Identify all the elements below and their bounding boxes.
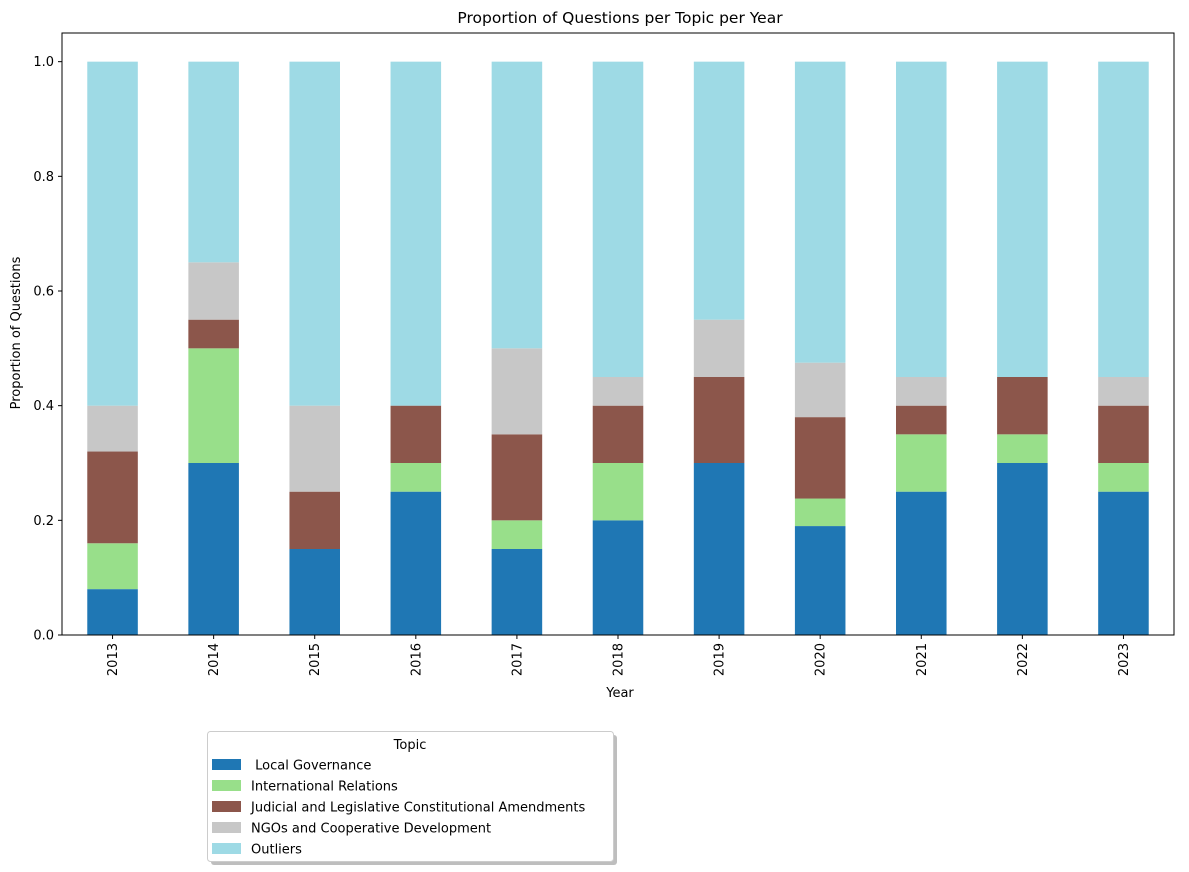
bar-2019-series-2 xyxy=(693,377,745,463)
bar-2022-series-4 xyxy=(997,61,1048,378)
bar-2013-series-4 xyxy=(87,61,138,406)
x-tick-label: 2023 xyxy=(1117,643,1132,676)
bar-2019-series-4 xyxy=(693,61,745,320)
legend-label: International Relations xyxy=(251,780,398,795)
bar-2020-series-3 xyxy=(794,362,846,418)
bar-2018-series-1 xyxy=(592,463,644,521)
bar-2020-series-1 xyxy=(794,498,846,527)
bar-2021-series-1 xyxy=(896,434,947,492)
y-tick-label: 0.8 xyxy=(33,170,54,185)
x-tick-label: 2021 xyxy=(915,643,930,676)
bars-layer xyxy=(87,61,1149,635)
bar-2018-series-0 xyxy=(592,520,644,635)
bar-2022-series-1 xyxy=(997,434,1048,463)
legend-items: Local Governance International Relations J… xyxy=(212,759,586,858)
bar-2017-series-3 xyxy=(491,348,543,435)
legend-label: Local Governance xyxy=(251,759,371,774)
x-tick-label: 2014 xyxy=(207,643,222,676)
axes-layer: 0.0 0.2 0.4 0.6 0.8 1.0 2013 2014 2015 2016 2017 20… xyxy=(33,32,1175,676)
legend: Topic Local Governance International Rela… xyxy=(207,731,617,865)
y-tick-label: 0.2 xyxy=(33,514,54,529)
legend-swatch xyxy=(212,822,241,833)
chart-title: Proportion of Questions per Topic per Ye… xyxy=(457,9,783,27)
bar-2017-series-1 xyxy=(491,520,543,549)
x-tick-label: 2018 xyxy=(612,643,627,676)
bar-2014-series-0 xyxy=(188,463,239,635)
bar-2016-series-4 xyxy=(390,61,442,406)
bar-2023-series-2 xyxy=(1098,405,1149,463)
bar-2023-series-0 xyxy=(1098,491,1149,635)
bar-2022-series-0 xyxy=(997,463,1048,635)
legend-label: Outliers xyxy=(251,843,302,858)
bar-2013-series-1 xyxy=(87,543,138,590)
bar-2017-series-4 xyxy=(491,61,543,349)
legend-label: NGOs and Cooperative Development xyxy=(251,822,491,837)
bar-2013-series-2 xyxy=(87,451,138,544)
legend-swatch xyxy=(212,801,241,812)
legend-swatch xyxy=(212,780,241,791)
bar-2020-series-0 xyxy=(794,526,846,635)
y-axis-title: Proportion of Questions xyxy=(9,256,24,409)
bar-2019-series-0 xyxy=(693,463,745,635)
x-tick-label: 2022 xyxy=(1016,643,1031,676)
y-tick-label: 0.6 xyxy=(33,285,54,300)
legend-frame xyxy=(207,731,614,862)
legend-title: Topic xyxy=(393,738,427,753)
bar-2018-series-4 xyxy=(592,61,644,378)
bar-2022-series-2 xyxy=(997,377,1048,435)
bar-2021-series-2 xyxy=(896,405,947,435)
legend-label: Judicial and Legislative Constitutional … xyxy=(250,801,586,816)
bar-2015-series-4 xyxy=(289,61,340,406)
bar-2016-series-1 xyxy=(390,463,442,492)
bar-2016-series-0 xyxy=(390,491,442,635)
x-tick-label: 2015 xyxy=(308,643,323,676)
bar-2023-series-4 xyxy=(1098,61,1149,378)
bar-2014-series-4 xyxy=(188,61,239,263)
bar-2014-series-2 xyxy=(188,319,239,349)
bar-2019-series-3 xyxy=(693,319,745,377)
y-tick-label: 0.0 xyxy=(33,629,54,644)
legend-swatch xyxy=(212,759,241,770)
bar-2020-series-4 xyxy=(794,61,846,363)
bar-2013-series-0 xyxy=(87,589,138,635)
bar-2021-series-3 xyxy=(896,377,947,406)
bar-2018-series-2 xyxy=(592,405,644,463)
bar-2014-series-3 xyxy=(188,262,239,320)
x-axis-title: Year xyxy=(605,686,634,701)
legend-swatch xyxy=(212,843,241,854)
x-tick-label: 2016 xyxy=(409,643,424,676)
bar-2013-series-3 xyxy=(87,405,138,452)
bar-2016-series-2 xyxy=(390,405,442,463)
bar-2015-series-3 xyxy=(289,405,340,492)
bar-2023-series-3 xyxy=(1098,377,1149,406)
bar-2015-series-2 xyxy=(289,491,340,549)
bar-2014-series-1 xyxy=(188,348,239,463)
bar-2021-series-4 xyxy=(896,61,947,378)
bar-2017-series-0 xyxy=(491,549,543,635)
y-tick-label: 0.4 xyxy=(33,399,54,414)
x-tick-label: 2017 xyxy=(510,643,525,676)
x-tick-label: 2013 xyxy=(106,643,121,676)
x-tick-label: 2019 xyxy=(713,643,728,676)
bar-2020-series-2 xyxy=(794,417,846,499)
bar-2023-series-1 xyxy=(1098,463,1149,492)
bar-2015-series-0 xyxy=(289,549,340,635)
bar-2017-series-2 xyxy=(491,434,543,521)
bar-2021-series-0 xyxy=(896,491,947,635)
x-tick-label: 2020 xyxy=(814,643,829,676)
y-tick-label: 1.0 xyxy=(33,55,54,70)
bar-2018-series-3 xyxy=(592,377,644,406)
